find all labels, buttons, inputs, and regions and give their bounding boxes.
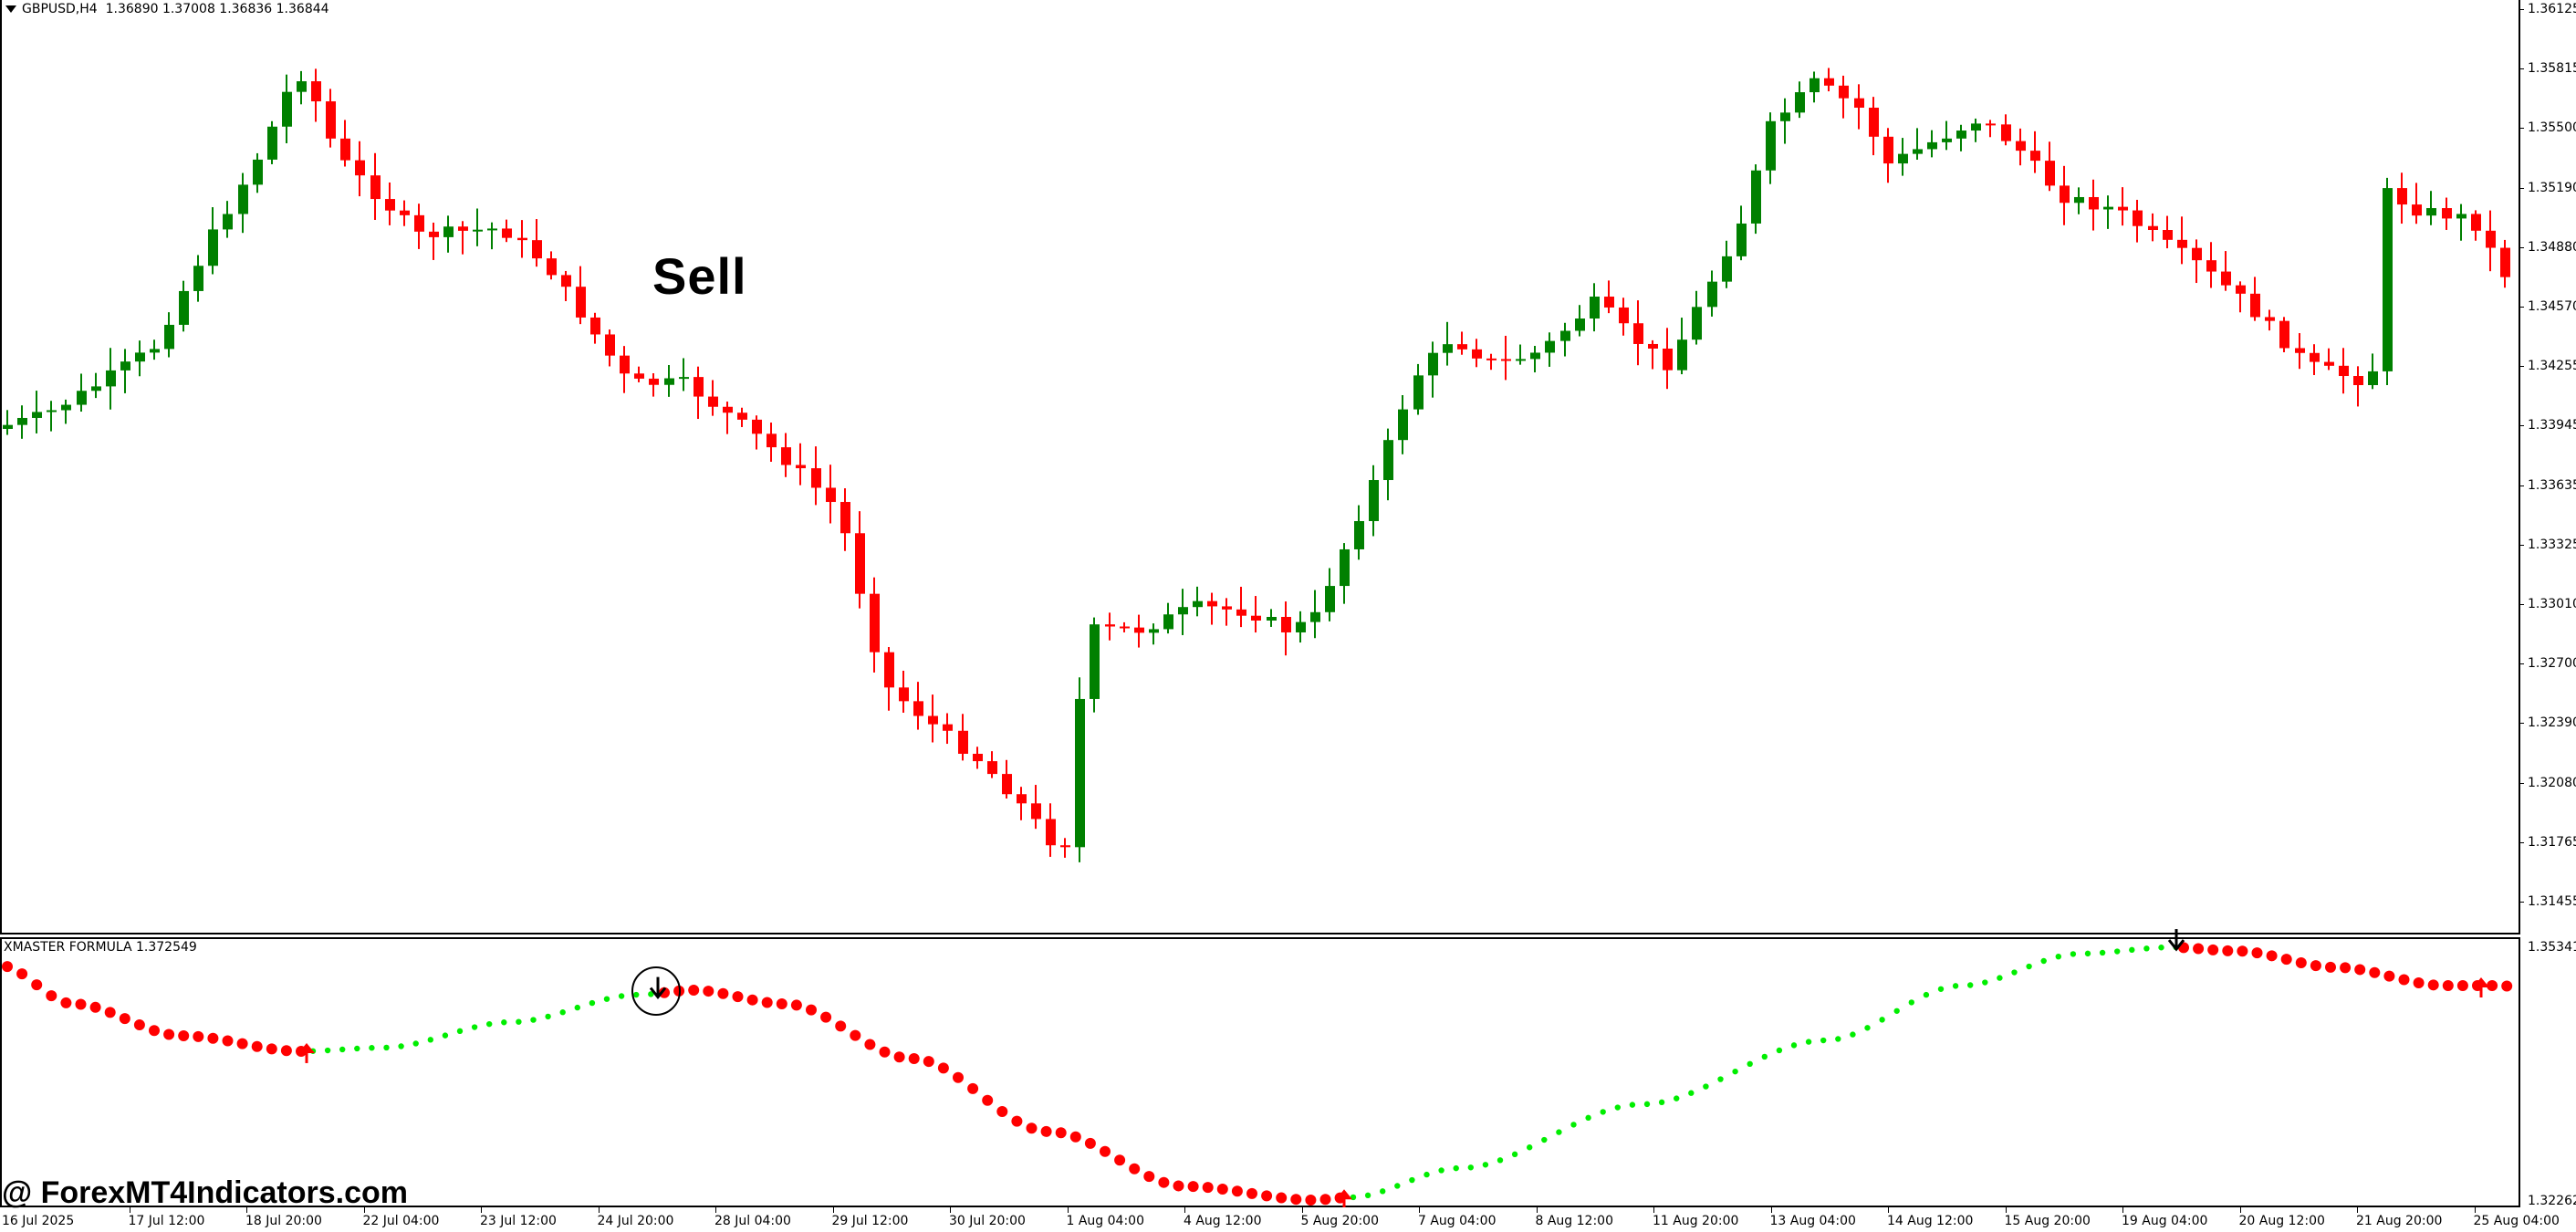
indicator-axis-bottom: 1.32262 (2528, 1194, 2576, 1208)
time-tick-label: 4 Aug 12:00 (1184, 1214, 1262, 1228)
time-tick-label: 19 Aug 04:00 (2122, 1214, 2208, 1228)
price-tick-label: 1.33635 (2528, 477, 2576, 493)
price-tick (2519, 902, 2524, 903)
price-tick (2519, 307, 2524, 308)
time-tick (1653, 1207, 1654, 1213)
time-tick (1184, 1207, 1185, 1213)
price-tick (2519, 187, 2524, 189)
time-tick-label: 17 Jul 12:00 (128, 1214, 205, 1228)
time-tick-label: 5 Aug 20:00 (1300, 1214, 1380, 1228)
indicator-axis-top: 1.353417 (2528, 940, 2576, 955)
time-tick-label: 14 Aug 12:00 (1887, 1214, 1974, 1228)
candlestick-series (3, 68, 2510, 862)
time-tick-label: 30 Jul 20:00 (949, 1214, 1026, 1228)
time-tick-label: 18 Jul 20:00 (245, 1214, 322, 1228)
sell-arrow-icon (649, 976, 667, 999)
time-tick-label: 22 Jul 04:00 (362, 1214, 440, 1228)
price-tick (2519, 366, 2524, 368)
price-tick-label: 1.35815 (2528, 61, 2576, 77)
time-tick-label: 16 Jul 2025 (2, 1214, 75, 1228)
watermark: @ ForexMT4Indicators.com (2, 1175, 409, 1210)
time-tick (1419, 1207, 1420, 1213)
price-tick-label: 1.33945 (2528, 418, 2576, 433)
time-tick-label: 8 Aug 12:00 (1535, 1214, 1614, 1228)
time-tick (2122, 1207, 2123, 1213)
price-tick-label: 1.33010 (2528, 597, 2576, 611)
time-tick (246, 1207, 247, 1213)
price-tick-label: 1.35190 (2528, 180, 2576, 195)
time-tick (1536, 1207, 1538, 1213)
time-tick (363, 1207, 365, 1213)
price-tick (2519, 663, 2524, 665)
time-tick-label: 23 Jul 12:00 (480, 1214, 557, 1228)
time-tick (950, 1207, 951, 1213)
time-tick-label: 28 Jul 04:00 (714, 1214, 791, 1228)
price-tick (2519, 841, 2524, 843)
time-tick-label: 1 Aug 04:00 (1066, 1214, 1145, 1228)
time-tick (1301, 1207, 1303, 1213)
time-tick-label: 25 Aug 04:00 (2473, 1214, 2560, 1228)
time-tick (2005, 1207, 2007, 1213)
time-tick (2474, 1207, 2476, 1213)
price-tick-label: 1.34255 (2528, 359, 2576, 374)
time-tick (1067, 1207, 1069, 1213)
time-tick-label: 11 Aug 20:00 (1653, 1214, 1739, 1228)
symbol-name: GBPUSD,H4 (22, 2, 98, 16)
time-tick (481, 1207, 482, 1213)
time-tick (1770, 1207, 1772, 1213)
price-tick-label: 1.34570 (2528, 299, 2576, 314)
price-tick (2519, 246, 2524, 248)
time-tick-label: 24 Jul 20:00 (597, 1214, 674, 1228)
time-tick-label: 29 Jul 12:00 (831, 1214, 909, 1228)
price-tick-label: 1.31455 (2528, 894, 2576, 909)
symbol-header: GBPUSD,H4 1.36890 1.37008 1.36836 1.3684… (5, 2, 329, 16)
price-tick-label: 1.32080 (2528, 775, 2576, 790)
price-tick-label: 1.32390 (2528, 715, 2576, 731)
buy-arrow-icon (2473, 977, 2489, 997)
price-tick (2519, 485, 2524, 486)
time-tick (2239, 1207, 2241, 1213)
price-tick (2519, 604, 2524, 605)
price-tick-label: 1.32700 (2528, 656, 2576, 672)
price-tick (2519, 9, 2524, 10)
buy-arrow-icon (298, 1042, 315, 1063)
time-tick (2357, 1207, 2358, 1213)
time-tick-label: 15 Aug 20:00 (2004, 1214, 2091, 1228)
highlight-circle (631, 966, 681, 1016)
indicator-dots (2, 929, 2513, 1207)
dropdown-triangle-icon[interactable] (5, 5, 16, 13)
indicator-pane[interactable] (0, 937, 2520, 1207)
price-tick-label: 1.34880 (2528, 239, 2576, 255)
time-tick (1888, 1207, 1889, 1213)
time-tick-label: 21 Aug 20:00 (2356, 1214, 2443, 1228)
time-tick-label: 20 Aug 12:00 (2238, 1214, 2325, 1228)
time-tick (598, 1207, 600, 1213)
indicator-label: XMASTER FORMULA 1.372549 (4, 940, 197, 955)
price-tick (2519, 782, 2524, 784)
time-tick-label: 13 Aug 04:00 (1769, 1214, 1856, 1228)
price-tick-label: 1.36125 (2528, 2, 2576, 16)
price-tick (2519, 544, 2524, 546)
price-tick-label: 1.35500 (2528, 120, 2576, 136)
price-tick (2519, 128, 2524, 130)
time-tick (715, 1207, 716, 1213)
price-tick (2519, 723, 2524, 725)
price-tick (2519, 425, 2524, 427)
time-tick (832, 1207, 834, 1213)
buy-arrow-icon (1336, 1189, 1352, 1207)
sell-arrow-icon (2167, 929, 2185, 952)
ohlc-values: 1.36890 1.37008 1.36836 1.36844 (105, 2, 329, 16)
main-price-pane[interactable] (0, 0, 2520, 934)
sell-annotation: Sell (652, 247, 747, 305)
price-tick (2519, 68, 2524, 70)
time-tick-label: 7 Aug 04:00 (1418, 1214, 1497, 1228)
price-tick-label: 1.31765 (2528, 834, 2576, 850)
price-tick-label: 1.33325 (2528, 537, 2576, 552)
